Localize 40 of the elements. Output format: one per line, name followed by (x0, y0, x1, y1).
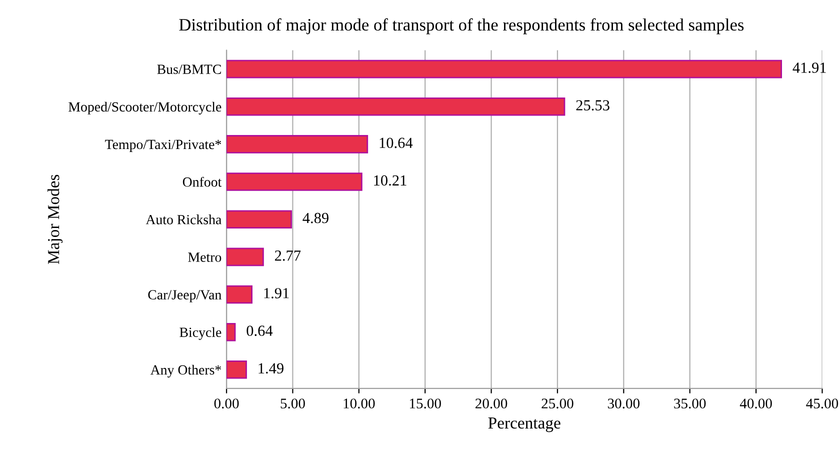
bar (226, 135, 368, 154)
y-tick-label: Metro (188, 252, 222, 262)
y-tick-label: Auto Ricksha (146, 214, 222, 224)
data-label: 1.91 (264, 288, 289, 298)
x-tick-label: 5.00 (280, 398, 305, 408)
data-label: 41.91 (792, 62, 826, 73)
x-axis-title: Percentage (488, 418, 560, 432)
x-tick-label: 35.00 (674, 398, 706, 408)
y-tick-label: Onfoot (182, 176, 222, 187)
x-tick-label: 30.00 (608, 398, 640, 408)
y-tick-label: Bus/BMTC (157, 64, 221, 74)
chart-title: Distribution of major mode of transport of the respondents from selected samples (179, 18, 744, 34)
bar (226, 285, 253, 304)
data-label: 2.77 (274, 250, 301, 261)
y-tick-label: Bicycle (180, 327, 222, 340)
bar (226, 248, 264, 266)
bar (226, 360, 247, 379)
x-tick-label: 45.00 (806, 398, 838, 408)
data-label: 10.21 (374, 175, 406, 186)
data-label: 4.89 (302, 212, 328, 224)
x-tick-label: 10.00 (344, 398, 375, 408)
x-tick-label: 15.00 (410, 398, 441, 408)
bar (226, 60, 782, 78)
data-label: 25.53 (576, 100, 610, 111)
data-label: 1.49 (258, 363, 284, 374)
x-tick-label: 0.00 (214, 398, 239, 408)
data-label: 10.64 (380, 138, 413, 148)
y-tick-label: Any Others* (150, 364, 222, 378)
bar (226, 322, 236, 342)
bar (226, 172, 362, 191)
y-tick-label: Car/Jeep/Van (148, 290, 222, 302)
y-axis-title: Major Modes (47, 174, 63, 264)
bar (226, 210, 292, 229)
y-tick-label: Tempo/Taxi/Private* (105, 140, 222, 152)
x-tick-label: 25.00 (542, 398, 574, 408)
x-tick-label: 20.00 (476, 398, 508, 408)
x-tick-label: 40.00 (740, 398, 772, 408)
y-tick-label: Moped/Scooter/Motorcycle (68, 102, 222, 114)
data-label: 0.64 (246, 326, 273, 336)
bar (226, 97, 566, 116)
